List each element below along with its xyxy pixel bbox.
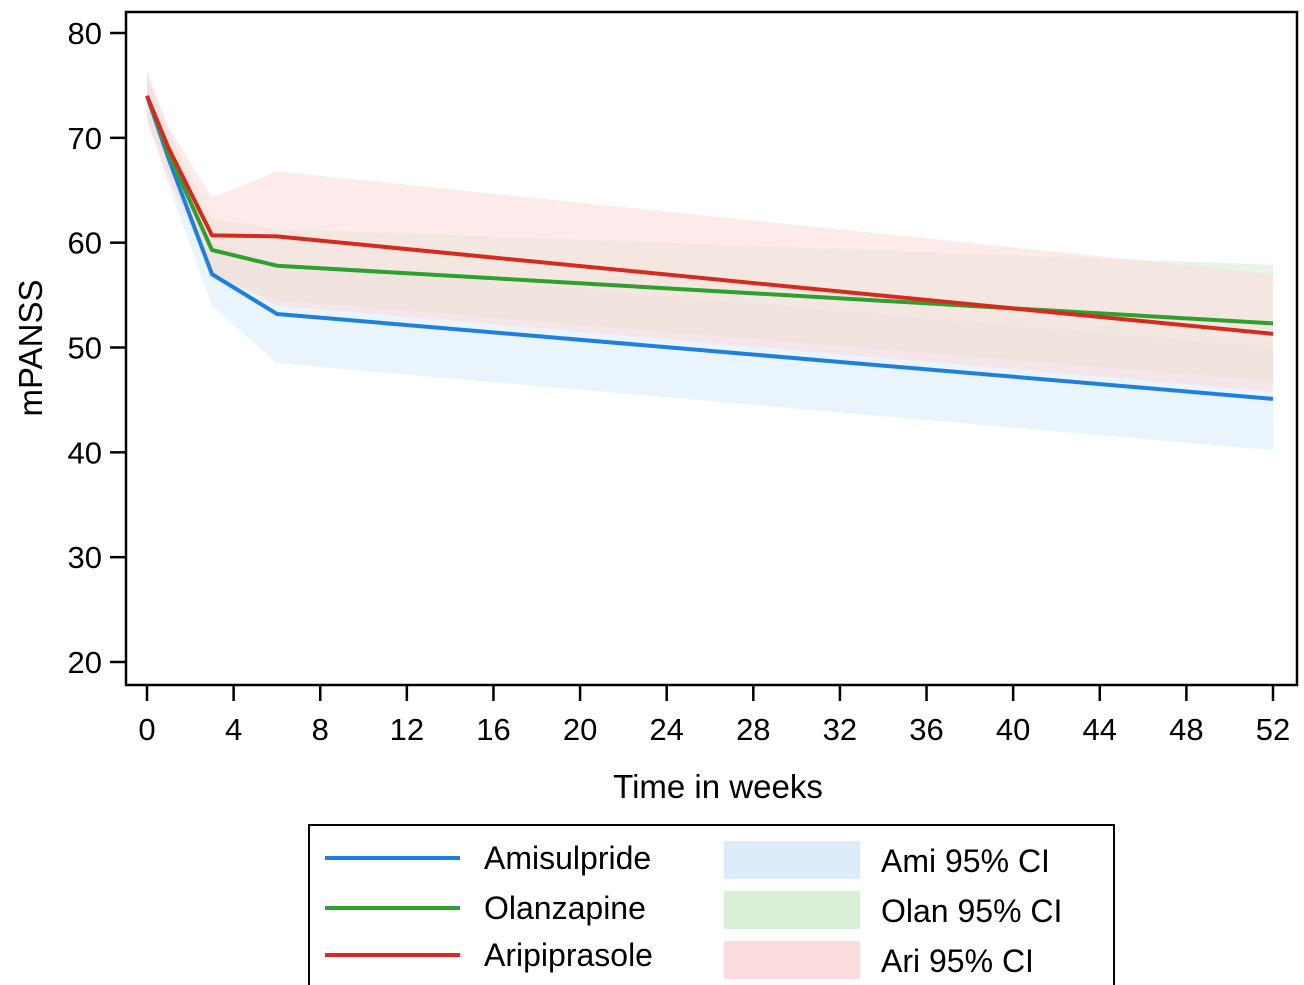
x-tick-label: 24 [649, 712, 683, 747]
y-tick-label: 70 [68, 121, 102, 156]
x-tick-label: 44 [1083, 712, 1117, 747]
y-tick-label: 50 [68, 331, 102, 366]
legend-swatch-band [724, 891, 860, 929]
y-axis: 20 30 40 50 60 70 80 [68, 16, 126, 680]
x-tick-label: 32 [823, 712, 857, 747]
legend: Amisulpride Olanzapine Aripiprasole Ami 95%… [308, 824, 1115, 985]
x-axis: 0 4 8 12 16 20 24 28 32 36 40 44 48 52 [138, 685, 1290, 747]
legend-box [308, 824, 1115, 985]
y-tick-label: 80 [68, 16, 102, 51]
x-tick-label: 48 [1169, 712, 1203, 747]
x-axis-title: Time in weeks [613, 768, 823, 805]
x-tick-label: 52 [1256, 712, 1290, 747]
legend-label: Amisulpride [484, 840, 651, 876]
x-tick-label: 20 [563, 712, 597, 747]
confidence-bands [147, 69, 1273, 451]
ci-band-2 [147, 69, 1273, 392]
legend-label: Aripiprasole [484, 937, 653, 973]
legend-label: Olan 95% CI [881, 893, 1062, 929]
legend-swatch-band [724, 841, 860, 879]
y-axis-title: mPANSS [12, 280, 49, 417]
legend-label: Ami 95% CI [881, 843, 1050, 879]
x-tick-label: 8 [312, 712, 329, 747]
y-tick-label: 20 [68, 645, 102, 680]
x-tick-label: 36 [909, 712, 943, 747]
y-tick-label: 60 [68, 226, 102, 261]
legend-label: Olanzapine [484, 890, 646, 926]
y-tick-label: 30 [68, 540, 102, 575]
x-tick-label: 12 [390, 712, 424, 747]
legend-swatch-band [724, 941, 860, 979]
x-tick-label: 0 [138, 712, 155, 747]
series-lines [145, 95, 1274, 401]
y-tick-label: 40 [68, 435, 102, 470]
x-tick-label: 4 [225, 712, 242, 747]
legend-label: Ari 95% CI [881, 943, 1034, 979]
series-line-aripiprasole [145, 95, 1274, 336]
x-tick-label: 16 [476, 712, 510, 747]
x-tick-label: 28 [736, 712, 770, 747]
x-tick-label: 40 [996, 712, 1030, 747]
